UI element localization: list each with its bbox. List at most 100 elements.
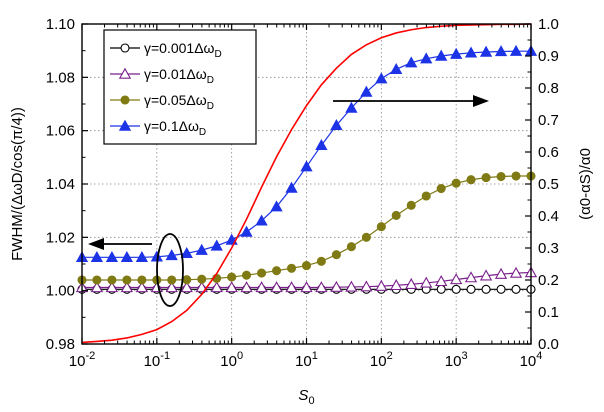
x-axis-title-sub: 0: [308, 395, 314, 407]
data-point: [165, 249, 178, 261]
data-point: [376, 222, 386, 232]
annotation-layer: [88, 95, 489, 307]
data-point: [345, 280, 358, 292]
data-point: [390, 279, 403, 291]
x-tick-exponent: -1: [160, 350, 170, 362]
left-axis-arrow-head: [88, 238, 104, 250]
y-right-tick-label: 0.8: [538, 80, 559, 97]
series-3: [75, 44, 538, 263]
data-point: [286, 263, 297, 273]
x-tick-exponent: 2: [387, 350, 393, 362]
legend-marker: [120, 95, 130, 105]
tick-labels: 10-2 10-1 100 101 102 103 1040.981.001.021.041…: [46, 16, 559, 370]
x-tick-exponent: 4: [536, 350, 542, 362]
legend-marker: [120, 43, 130, 53]
y-right-tick-label: 1.0: [538, 16, 559, 33]
data-point: [330, 119, 343, 131]
y-left-tick-label: 0.98: [46, 336, 75, 353]
data-point: [375, 72, 388, 84]
legend-label: γ=0.01ΔωD: [144, 66, 214, 86]
x-tick-label: 10-2: [69, 350, 95, 370]
x-tick-base: 10: [445, 353, 462, 370]
x-tick-exponent: -2: [85, 350, 95, 362]
data-point: [197, 274, 207, 284]
data-point: [105, 251, 119, 263]
data-point: [285, 181, 298, 193]
data-point: [494, 267, 508, 279]
y-right-tick-label: 0.9: [538, 48, 559, 65]
data-point: [421, 191, 431, 201]
y-right-tick-label: 0.3: [538, 240, 559, 257]
data-point: [135, 251, 149, 263]
data-point: [509, 44, 523, 56]
data-point: [120, 281, 134, 293]
legend-label: γ=0.1ΔωD: [144, 118, 206, 138]
data-point: [272, 266, 282, 276]
legend-label-main: γ=0.001Δω: [144, 40, 215, 56]
data-point: [481, 284, 491, 294]
x-axis-title-main: S: [298, 387, 308, 404]
data-point: [420, 52, 433, 64]
data-point: [285, 281, 298, 293]
x-tick-exponent: 1: [312, 350, 318, 362]
legend-label-sub: D: [215, 49, 222, 60]
data-point: [360, 280, 373, 292]
x-tick-base: 10: [144, 353, 161, 370]
data-point: [241, 270, 252, 280]
x-tick-exponent: 3: [461, 350, 467, 362]
legend-label-main: γ=0.01Δω: [144, 66, 207, 82]
data-point: [90, 281, 104, 293]
data-point: [479, 45, 493, 57]
x-tick-label: 104: [520, 350, 543, 370]
y-left-tick-label: 1.02: [46, 229, 75, 246]
data-point: [436, 284, 446, 294]
x-tick-label: 102: [370, 350, 393, 370]
data-point: [107, 275, 117, 285]
data-point: [300, 281, 313, 293]
y-right-tick-label: 0.7: [538, 112, 559, 129]
data-point: [195, 281, 208, 293]
y-right-tick-label: 0.2: [538, 272, 559, 289]
x-tick-label: 103: [445, 350, 468, 370]
data-point: [466, 175, 476, 185]
data-point: [361, 232, 371, 242]
data-point: [496, 284, 506, 294]
data-point: [240, 281, 253, 293]
y-axis-right-title: (α0-αS)/α0: [577, 148, 594, 220]
data-point: [511, 171, 521, 181]
data-point: [450, 47, 463, 59]
data-point: [390, 63, 403, 75]
data-point: [360, 85, 373, 97]
group-ellipse: [156, 233, 184, 307]
x-tick-base: 10: [220, 353, 237, 370]
data-point: [301, 261, 312, 271]
legend-label-sub: D: [207, 75, 214, 86]
legend-label: γ=0.05ΔωD: [144, 92, 214, 112]
data-point: [420, 276, 433, 288]
data-point: [316, 256, 326, 266]
right-axis-arrow-head: [473, 95, 489, 107]
data-point: [331, 250, 341, 260]
data-point: [92, 275, 102, 285]
x-tick-label: 100: [220, 350, 243, 370]
y-left-tick-label: 1.08: [46, 69, 75, 86]
data-point: [315, 139, 328, 151]
legend-label: γ=0.001ΔωD: [144, 40, 222, 60]
x-tick-base: 10: [295, 353, 312, 370]
y-right-tick-label: 0.5: [538, 176, 559, 193]
data-point: [375, 279, 388, 291]
data-point: [436, 183, 446, 194]
data-point: [435, 49, 448, 61]
data-point: [137, 275, 147, 285]
x-tick-base: 10: [69, 353, 86, 370]
data-point: [105, 281, 119, 293]
data-point: [511, 284, 521, 294]
data-point: [494, 45, 508, 57]
data-point: [509, 266, 523, 278]
legend-label-sub: D: [207, 101, 214, 112]
data-point: [90, 251, 104, 263]
data-point: [225, 281, 238, 293]
y-axis-left-title: FWHM/(ΔωD/cos(π/4)): [9, 107, 26, 261]
